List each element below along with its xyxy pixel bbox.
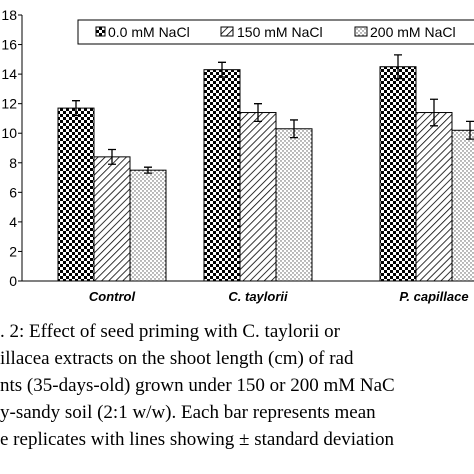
- y-tick-label: 2: [9, 243, 17, 259]
- y-tick-label: 14: [1, 66, 17, 82]
- caption-line-4: y-sandy soil (2:1 w/w). Each bar represe…: [0, 402, 376, 423]
- y-tick-label: 4: [9, 214, 17, 230]
- y-tick-label: 18: [1, 7, 17, 23]
- figure-caption: . 2: Effect of seed priming with C. tayl…: [0, 318, 474, 453]
- error-bar: [144, 166, 152, 174]
- error-bar: [218, 61, 226, 78]
- error-bar: [290, 119, 298, 139]
- bar: [415, 112, 453, 282]
- error-bar: [254, 103, 262, 123]
- caption-line-1: . 2: Effect of seed priming with C. tayl…: [0, 321, 340, 342]
- legend-label-1: 150 mM NaCl: [237, 24, 323, 40]
- bar-chart: 0 2 4 6 8 10 12 14 16 18 Control C. taylorii P. cap…: [1, 7, 474, 304]
- bar: [57, 107, 95, 282]
- y-axis: 0 2 4 6 8 10 12 14 16 18: [1, 7, 23, 289]
- legend-label-2: 200 mM NaCl: [370, 24, 456, 40]
- caption-line-3: nts (35-days-old) grown under 150 or 200…: [0, 375, 395, 396]
- x-category-label: C. taylorii: [228, 289, 288, 304]
- error-bar: [430, 98, 438, 127]
- bar: [379, 66, 417, 282]
- y-tick-label: 0: [9, 273, 17, 289]
- y-tick-group: 0 2 4 6 8 10 12 14 16 18: [1, 7, 22, 289]
- category-labels: Control C. taylorii P. capillace: [89, 289, 469, 304]
- legend-swatch-0: [95, 26, 106, 37]
- legend-label-0: 0.0 mM NaCl: [108, 24, 190, 40]
- x-category-label: Control: [89, 289, 136, 304]
- error-bar: [394, 54, 402, 80]
- legend: 0.0 mM NaCl 150 mM NaCl 200 mM NaCl: [77, 19, 474, 45]
- x-category-label: P. capillace: [399, 289, 468, 304]
- bar: [239, 112, 277, 282]
- bar: [451, 129, 474, 282]
- legend-box: [77, 19, 474, 45]
- bar: [275, 128, 313, 282]
- bar: [129, 169, 167, 282]
- error-bar: [466, 120, 474, 140]
- y-tick-label: 6: [9, 184, 17, 200]
- caption-line-2: illacea extracts on the shoot length (cm…: [0, 348, 354, 369]
- legend-swatch-2: [354, 26, 368, 37]
- y-tick-label: 12: [1, 96, 17, 112]
- bar: [93, 156, 131, 282]
- bars-group: [57, 54, 474, 282]
- y-tick-label: 8: [9, 155, 17, 171]
- y-tick-label: 10: [1, 125, 17, 141]
- y-tick-label: 16: [1, 37, 17, 53]
- caption-line-5: e replicates with lines showing ± standa…: [0, 429, 395, 450]
- error-bar: [72, 100, 80, 117]
- bar: [203, 69, 241, 282]
- error-bar: [108, 148, 116, 165]
- legend-swatch-1: [220, 26, 234, 37]
